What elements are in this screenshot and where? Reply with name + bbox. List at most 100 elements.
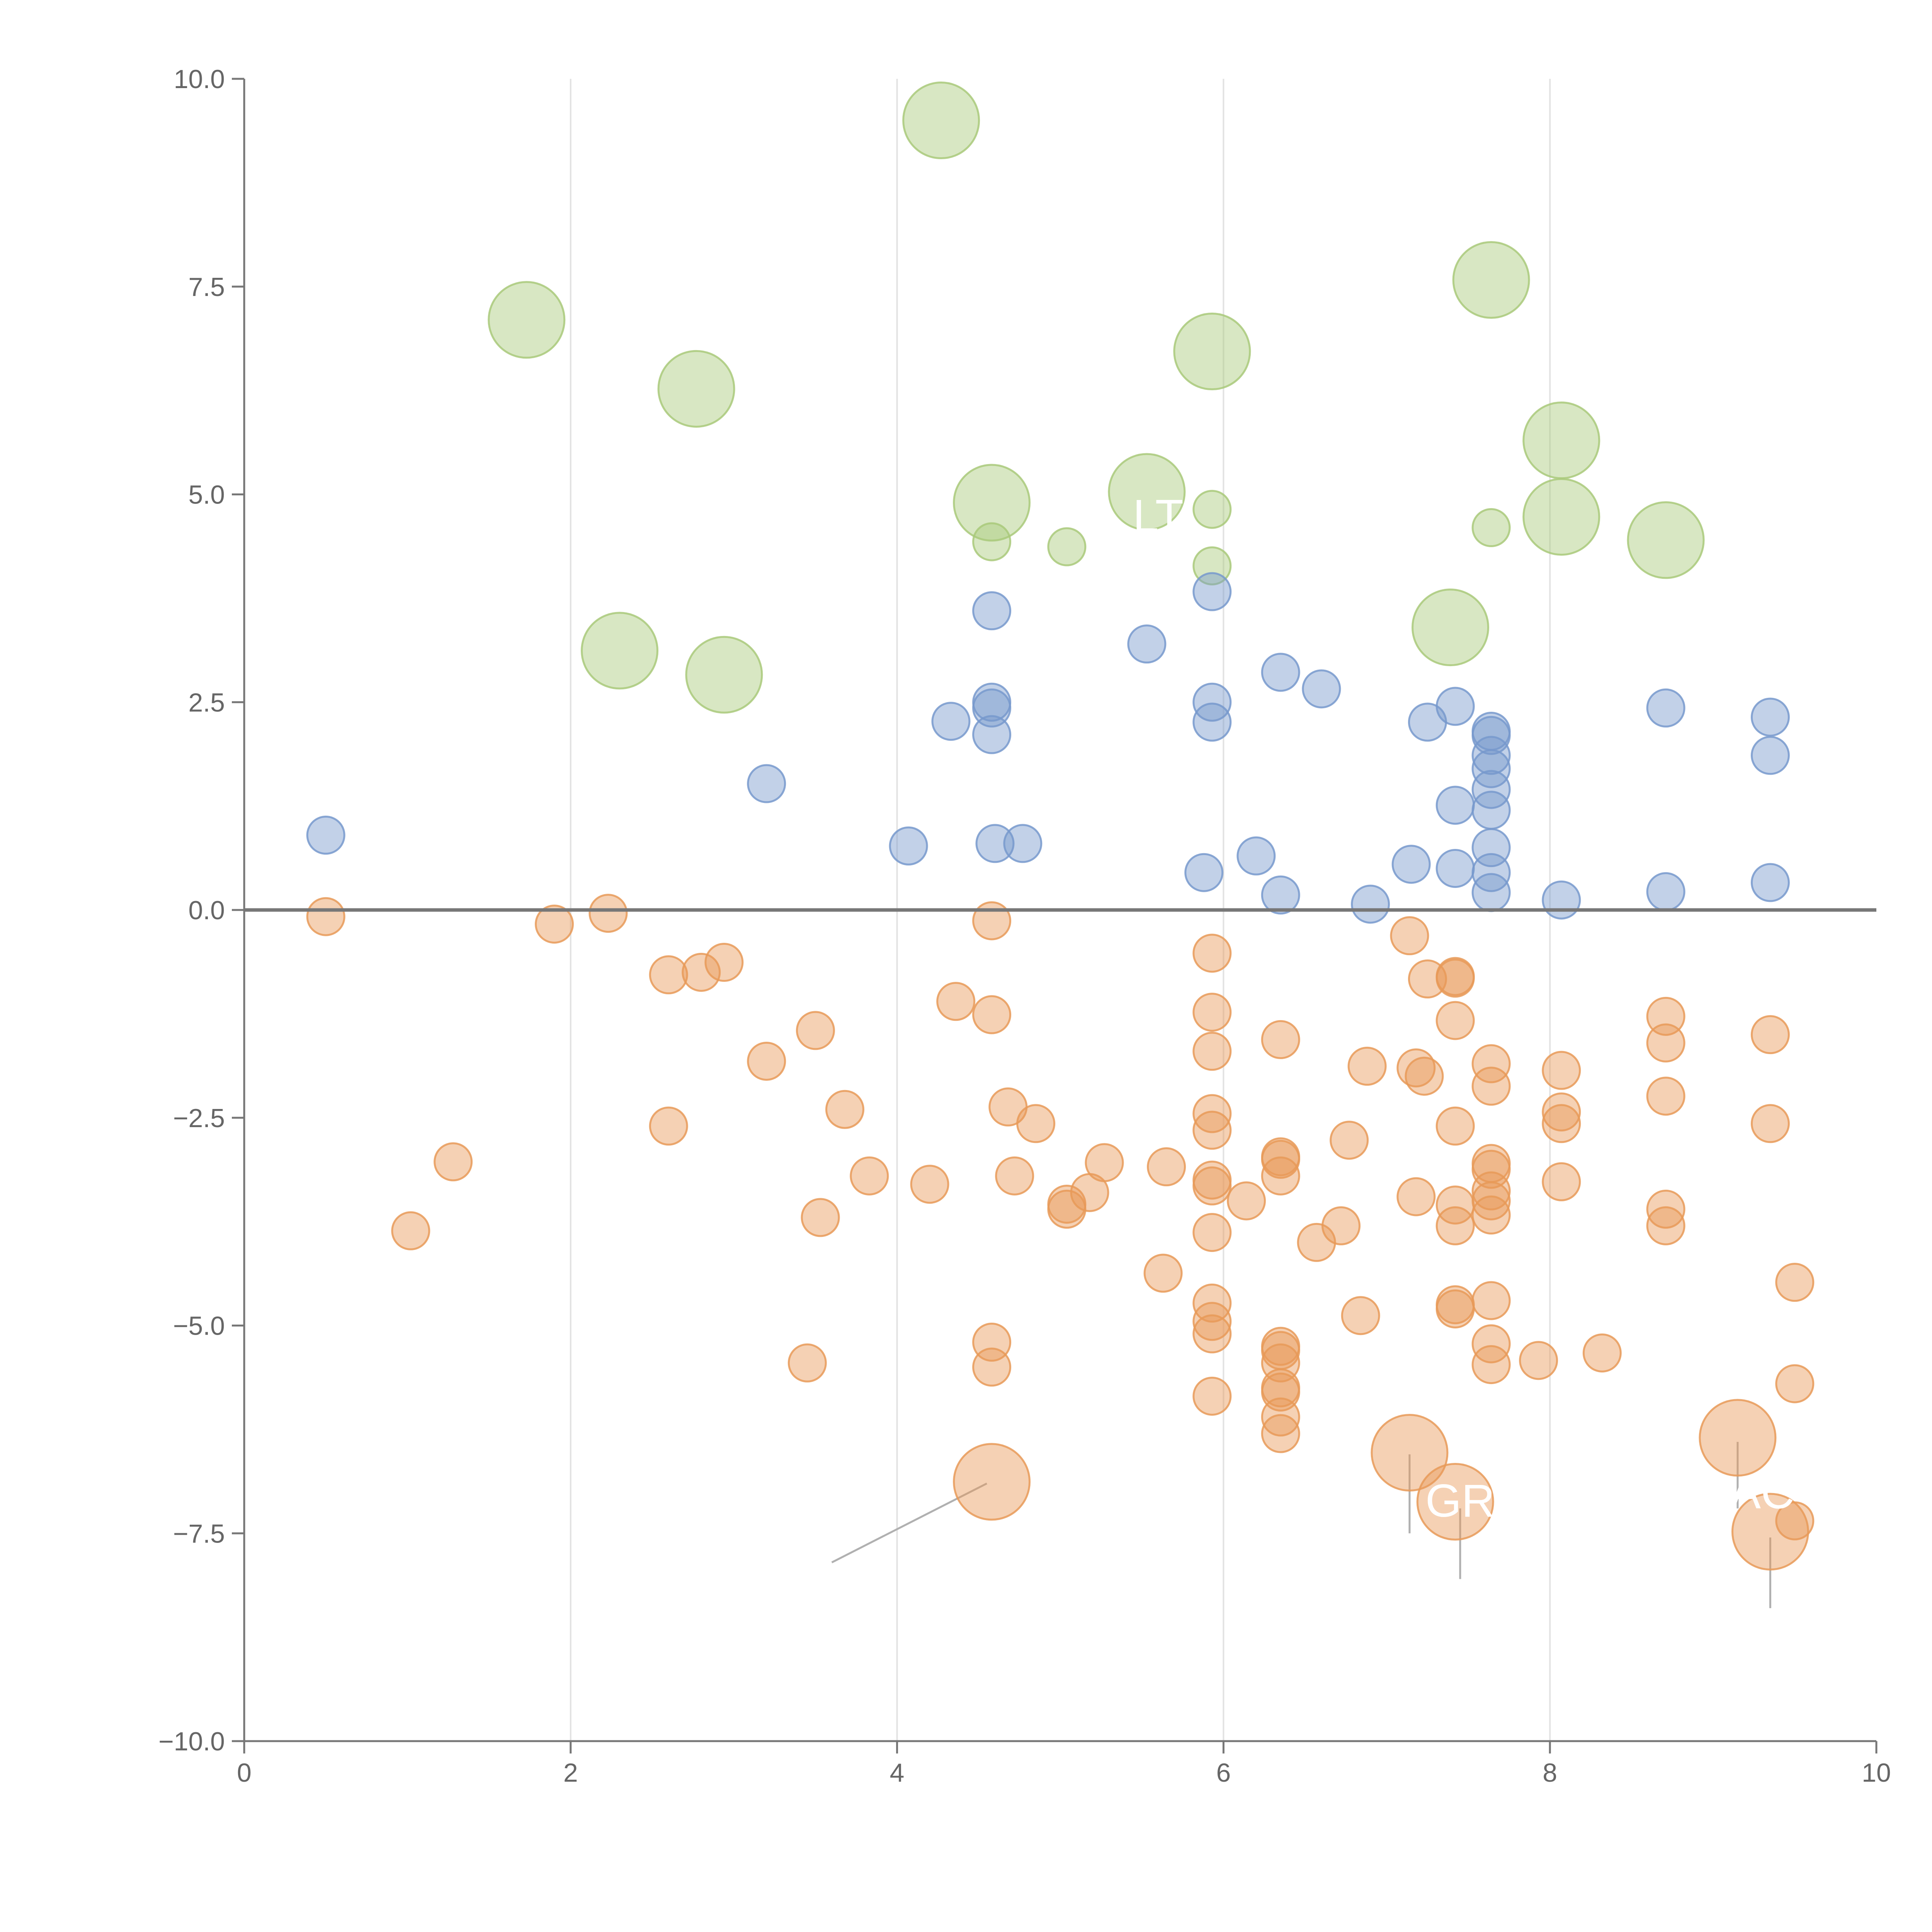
orange-point-20 — [972, 1347, 1012, 1387]
orange-point-79 — [1471, 1281, 1511, 1320]
data-points — [306, 82, 1815, 1571]
orange-point-30 — [1192, 934, 1232, 973]
blue-point-6 — [972, 688, 1012, 728]
green-point-9 — [1627, 501, 1705, 579]
orange-point-10 — [796, 1011, 835, 1050]
orange-point-89 — [1646, 1023, 1685, 1063]
annotations: GR AC LT — [1133, 490, 1794, 1527]
orange-point-32 — [1192, 1032, 1232, 1071]
orange-point-4 — [682, 952, 721, 992]
x-tick-label-1: 2 — [563, 1758, 578, 1787]
orange-point-29 — [1143, 1253, 1183, 1293]
blue-point-38 — [1750, 736, 1790, 775]
orange-point-81 — [1471, 1345, 1511, 1384]
orange-point-39 — [1192, 1302, 1232, 1341]
orange-point-56 — [1330, 1121, 1369, 1160]
orange-point-41 — [1192, 1376, 1232, 1416]
orange-point-8 — [649, 1106, 688, 1146]
green-point-4 — [1173, 313, 1251, 391]
y-tick-label-0: 10.0 — [174, 65, 225, 94]
orange-point-93 — [1750, 1015, 1790, 1054]
blue-point-12 — [1192, 682, 1232, 722]
blue-point-34 — [1542, 880, 1581, 920]
blue-point-10 — [1127, 624, 1167, 664]
green-point-17 — [1471, 508, 1511, 548]
orange-point-42 — [1227, 1181, 1266, 1221]
orange-point-55 — [1321, 1206, 1361, 1245]
orange-point-18 — [972, 995, 1012, 1034]
orange-point-5 — [704, 943, 744, 982]
blue-point-20 — [1391, 845, 1431, 884]
orange-point-90 — [1646, 1077, 1685, 1116]
blue-point-37 — [1750, 697, 1790, 737]
orange-point-3 — [649, 955, 688, 995]
leader-line-0 — [831, 1482, 988, 1563]
green-point-10 — [1412, 588, 1490, 667]
blue-point-7 — [972, 715, 1012, 754]
orange-point-40 — [1192, 1314, 1232, 1354]
blue-point-16 — [1261, 653, 1300, 692]
annotation-leader-lines — [831, 1442, 1771, 1608]
blue-point-22 — [1435, 687, 1475, 726]
y-tick-label-2: 5.0 — [188, 480, 225, 510]
orange-point-16 — [936, 982, 976, 1021]
orange-point-94 — [1750, 1104, 1790, 1143]
blue-point-9 — [1003, 824, 1043, 863]
annotation-label-0: GR — [1425, 1475, 1495, 1527]
green-point-14 — [972, 522, 1012, 561]
orange-point-91 — [1646, 1189, 1685, 1229]
blue-point-15 — [1236, 836, 1276, 876]
orange-point-6 — [434, 1142, 473, 1182]
orange-point-11 — [825, 1090, 864, 1129]
orange-point-36 — [1192, 1166, 1232, 1206]
orange-point-78 — [1471, 1195, 1511, 1235]
orange-point-27 — [1085, 1143, 1124, 1182]
blue-point-19 — [1351, 884, 1390, 924]
orange-point-101 — [1699, 1399, 1777, 1477]
orange-point-45 — [1261, 1139, 1300, 1179]
annotation-label-2: LT — [1133, 490, 1184, 542]
orange-point-76 — [1471, 1171, 1511, 1211]
orange-point-65 — [1435, 958, 1475, 998]
green-point-1 — [488, 281, 566, 359]
orange-point-98 — [953, 1443, 1031, 1521]
blue-point-24 — [1435, 849, 1475, 888]
blue-point-14 — [1184, 853, 1224, 892]
orange-point-61 — [1405, 1056, 1444, 1096]
orange-point-84 — [1542, 1092, 1581, 1132]
orange-point-100 — [1416, 1463, 1494, 1541]
orange-point-66 — [1435, 1001, 1475, 1040]
blue-point-11 — [1192, 572, 1232, 611]
orange-point-102 — [1731, 1493, 1809, 1571]
y-axis-ticks: 10.0 7.5 5.0 2.5 0.0 −2.5 −5.0 −7.5 −10.0 — [158, 65, 244, 1756]
green-point-15 — [1047, 527, 1087, 566]
orange-point-52 — [1261, 1397, 1300, 1437]
x-tick-label-5: 10 — [1862, 1758, 1891, 1787]
orange-point-23 — [1016, 1104, 1056, 1143]
green-point-5 — [1522, 401, 1600, 480]
orange-point-14 — [787, 1343, 827, 1383]
blue-point-8 — [975, 824, 1015, 863]
orange-point-43 — [1261, 1020, 1300, 1060]
orange-point-15 — [910, 1165, 949, 1204]
annotation-label-1: AC — [1730, 1467, 1794, 1519]
blue-point-4 — [972, 591, 1012, 631]
orange-point-82 — [1519, 1341, 1558, 1380]
orange-point-13 — [801, 1198, 840, 1237]
orange-point-2 — [588, 894, 628, 933]
orange-point-75 — [1471, 1150, 1511, 1189]
x-tick-label-3: 6 — [1216, 1758, 1231, 1787]
green-point-11 — [581, 612, 659, 690]
orange-point-25 — [1047, 1184, 1087, 1224]
orange-point-57 — [1341, 1296, 1380, 1335]
orange-point-95 — [1775, 1263, 1815, 1302]
orange-point-85 — [1542, 1104, 1581, 1143]
blue-point-29 — [1471, 770, 1511, 809]
orange-point-58 — [1347, 1046, 1387, 1086]
blue-point-30 — [1471, 791, 1511, 830]
orange-point-46 — [1261, 1156, 1300, 1196]
y-tick-label-5: −2.5 — [173, 1104, 225, 1133]
blue-point-36 — [1646, 872, 1685, 912]
orange-point-9 — [747, 1041, 786, 1081]
x-tick-label-4: 8 — [1543, 1758, 1557, 1787]
